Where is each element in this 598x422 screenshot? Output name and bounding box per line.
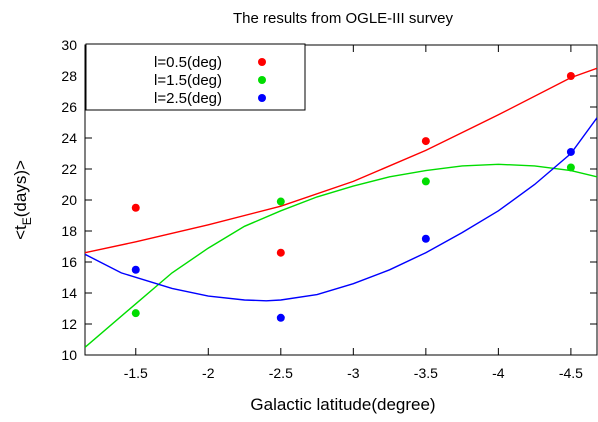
fit-curve-series-2: [85, 163, 597, 348]
legend-label: l=0.5(deg): [154, 54, 222, 71]
data-point-series-2: [421, 177, 430, 186]
y-axis-label-main: <t: [11, 225, 30, 240]
y-tick-label: 22: [61, 161, 77, 177]
y-tick-label: 24: [61, 130, 77, 146]
y-tick-label: 20: [61, 192, 77, 208]
x-tick-label: -3: [347, 365, 360, 381]
y-axis-label: <tE(days)>: [11, 160, 34, 240]
x-tick-label: -2: [202, 365, 215, 381]
data-point-series-3: [421, 234, 430, 243]
y-tick-label: 26: [61, 99, 77, 115]
data-point-series-2: [566, 163, 575, 172]
y-tick-label: 18: [61, 223, 77, 239]
data-point-series-3: [131, 265, 140, 274]
data-point-series-1: [566, 72, 575, 80]
legend-marker: [258, 76, 266, 84]
y-tick-label: 14: [61, 285, 77, 301]
x-tick-label: -2.5: [269, 365, 293, 381]
y-tick-label: 10: [61, 347, 77, 363]
data-point-series-1: [421, 137, 430, 146]
y-tick-label: 12: [61, 316, 77, 332]
x-tick-label: -4: [492, 365, 505, 381]
data-point-series-1: [131, 203, 140, 212]
data-point-series-1: [276, 248, 285, 257]
legend-label: l=2.5(deg): [154, 90, 222, 107]
fit-curve-series-1: [85, 67, 597, 254]
x-axis: -1.5 -2 -2.5 -3 -3.5 -4 -4.5: [124, 45, 583, 381]
legend: l=0.5(deg)l=1.5(deg)l=2.5(deg): [85, 43, 306, 111]
legend-box: [85, 43, 306, 111]
x-tick-label: -4.5: [559, 365, 583, 381]
y-axis-label-tail: (days)>: [11, 160, 30, 217]
data-point-series-2: [276, 197, 285, 206]
x-tick-label: -3.5: [414, 365, 438, 381]
data-points: [131, 72, 575, 322]
data-point-series-2: [131, 309, 140, 318]
y-axis-label-subscript: E: [20, 217, 34, 225]
legend-label: l=1.5(deg): [154, 72, 222, 89]
y-tick-label: 16: [61, 254, 77, 270]
legend-marker: [258, 58, 266, 66]
y-tick-label: 30: [61, 37, 77, 53]
chart-title: The results from OGLE-III survey: [233, 10, 454, 27]
legend-marker: [258, 94, 266, 102]
x-axis-label: Galactic latitude(degree): [250, 395, 435, 414]
x-tick-label: -1.5: [124, 365, 148, 381]
data-point-series-3: [566, 147, 575, 156]
legend-entries: l=0.5(deg)l=1.5(deg)l=2.5(deg): [154, 54, 266, 107]
fit-curves: [85, 67, 597, 348]
y-tick-label: 28: [61, 68, 77, 84]
y-axis: 10 12 14 16 18 20 22 24 26 28 30: [61, 37, 597, 363]
fit-curve-series-3: [85, 117, 597, 302]
data-point-series-3: [276, 313, 285, 322]
